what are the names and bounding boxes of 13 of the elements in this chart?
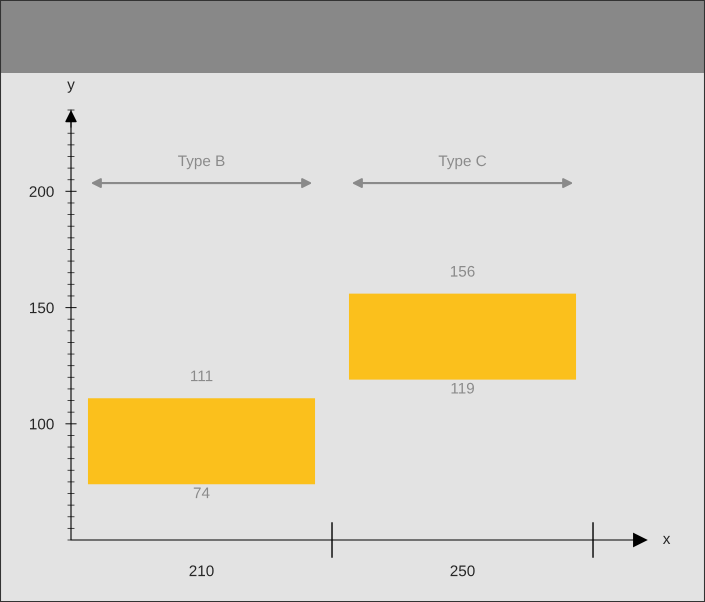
- annotation: Type C: [438, 155, 486, 170]
- annotation: 74: [194, 488, 210, 498]
- annotation: 156: [450, 266, 475, 277]
- x-tick-label: 250: [450, 565, 475, 576]
- y-tick-label: 100: [30, 418, 54, 430]
- x-tick-label: 210: [190, 565, 214, 576]
- y-axis-title: y: [67, 82, 75, 93]
- annotation: 111: [191, 370, 212, 382]
- annotation: 119: [452, 382, 474, 394]
- annotation: Type B: [178, 156, 224, 170]
- x-axis-title: x: [662, 536, 670, 544]
- y-tick-label: 200: [30, 186, 54, 198]
- y-tick-label: 150: [30, 302, 54, 314]
